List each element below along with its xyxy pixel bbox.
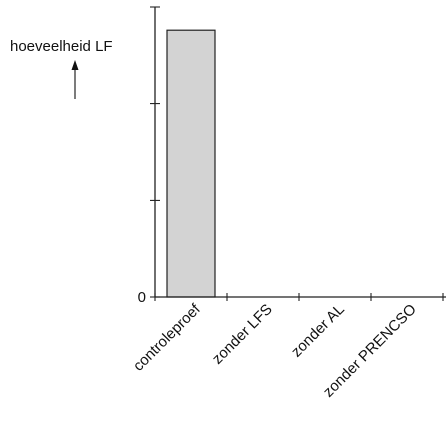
y-tick-label: 0 [138, 289, 146, 306]
y-axis-arrow-icon [71, 60, 79, 70]
bar [166, 29, 216, 298]
axes-layer [154, 7, 446, 298]
x-tick-label: zonder AL [288, 301, 348, 361]
bars-layer [166, 29, 216, 298]
x-tick-label: zonder LFS [209, 301, 276, 368]
x-tick-label: controleproef [130, 300, 205, 375]
y-axis-label: hoeveelheid LF [10, 38, 113, 55]
y-axis-label-group: hoeveelheid LF [10, 38, 113, 99]
y-ticks-layer: 0 [138, 6, 160, 306]
